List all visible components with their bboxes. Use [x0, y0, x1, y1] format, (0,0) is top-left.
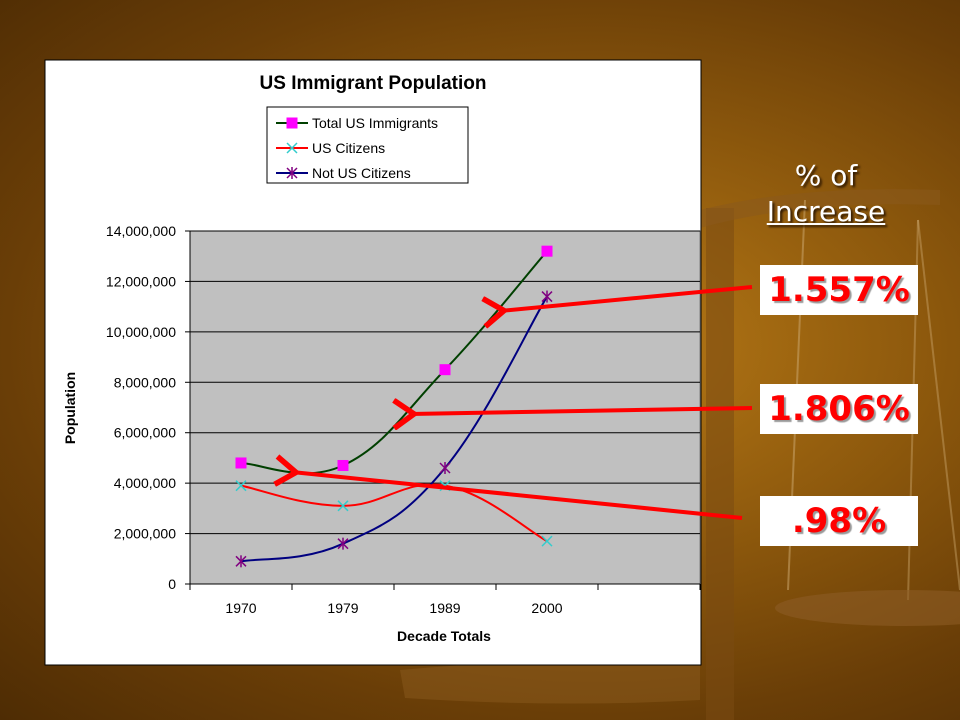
data-point-not-us-citizens — [541, 290, 553, 303]
series-line-not-us-citizens — [240, 296, 548, 563]
data-point-total-us-immigrants — [235, 457, 247, 469]
marker-stroke — [235, 480, 247, 492]
legend-swatch-marker — [286, 142, 298, 154]
data-point-total-us-immigrants — [541, 245, 553, 257]
marker-stroke — [286, 142, 298, 154]
data-point-not-us-citizens — [235, 555, 247, 568]
y-tick-label: 2,000,000 — [114, 526, 176, 542]
legend-label: Total US Immigrants — [312, 115, 438, 131]
legend-label: Not US Citizens — [312, 165, 411, 181]
y-tick-label: 6,000,000 — [114, 425, 176, 441]
legend-swatch-marker — [286, 167, 298, 179]
data-point-us-citizens — [541, 535, 553, 547]
annotation-arrows — [292, 285, 753, 520]
percent-increase-header: % of Increase — [752, 158, 900, 230]
rate-box-1806: 1.806% — [760, 384, 918, 434]
data-point-not-us-citizens — [439, 462, 451, 475]
rate-box-098: .98% — [760, 496, 918, 546]
data-point-total-us-immigrants — [439, 364, 451, 376]
gridlines — [190, 230, 700, 535]
y-tick-label: 12,000,000 — [106, 273, 176, 289]
x-tick-label: 1989 — [429, 600, 460, 616]
data-point-total-us-immigrants — [337, 459, 349, 471]
y-axis-label: Population — [62, 372, 78, 444]
x-tick-label: 1979 — [327, 600, 358, 616]
rate-box-1557: 1.557% — [760, 265, 918, 315]
y-tick-label: 10,000,000 — [106, 324, 176, 340]
arrow-098 — [292, 472, 743, 520]
marker-stroke — [337, 500, 349, 512]
y-tick-label: 14,000,000 — [106, 223, 176, 239]
axes — [185, 230, 701, 590]
plot-area — [189, 230, 701, 585]
x-axis-label: Decade Totals — [397, 628, 491, 644]
y-tick-label: 4,000,000 — [114, 475, 176, 491]
legend: Total US Immigrants US Citizens Not US Cit… — [266, 106, 469, 184]
x-tick-label: 2000 — [531, 600, 562, 616]
legend-swatch-marker — [286, 117, 298, 129]
arrow-1557 — [500, 285, 753, 311]
data-point-not-us-citizens — [337, 537, 349, 550]
x-tick-label: 1970 — [225, 600, 256, 616]
series-line-us-citizens — [240, 483, 548, 543]
x-axis-tick-labels: 1970 1979 1989 2000 — [225, 600, 562, 616]
y-tick-label: 8,000,000 — [114, 374, 176, 390]
marker-stroke — [541, 535, 553, 547]
header-line-1: % of — [794, 159, 858, 192]
header-line-2: Increase — [766, 195, 886, 228]
data-point-us-citizens — [235, 480, 247, 492]
chart-title: US Immigrant Population — [260, 73, 487, 94]
data-point-us-citizens — [337, 500, 349, 512]
legend-box — [266, 106, 469, 184]
legend-label: US Citizens — [312, 140, 385, 156]
arrow-1806 — [410, 408, 753, 414]
y-axis-tick-labels: 0 2,000,000 4,000,000 6,000,000 8,000,000 10,… — [106, 223, 176, 592]
y-tick-label: 0 — [168, 576, 176, 592]
